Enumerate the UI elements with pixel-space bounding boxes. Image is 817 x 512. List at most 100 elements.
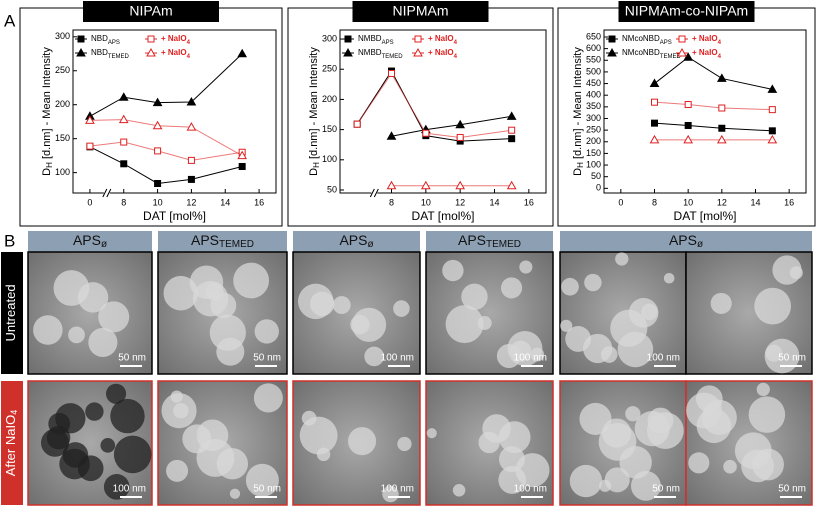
particle [196, 419, 229, 452]
particle [442, 259, 464, 282]
plot-area [339, 29, 547, 194]
data-point [718, 104, 726, 112]
subscript: H [312, 162, 321, 168]
scale-bar [521, 496, 543, 498]
y-tick-label: 200 [322, 94, 337, 104]
legend-name: NBD [91, 34, 108, 43]
series-line [654, 122, 773, 132]
y-tick-label: 100 [322, 154, 337, 164]
particle [569, 464, 603, 498]
subscript: 4 [187, 54, 191, 60]
y-axis-label-main: D [572, 168, 584, 176]
scale-label: 100 nm [514, 353, 547, 364]
legend-name: + NaIO [161, 48, 187, 57]
y-tick-label: 150 [55, 133, 70, 143]
scale-label: 50 nm [253, 484, 281, 495]
particle [619, 446, 652, 479]
particle [229, 488, 241, 499]
row-label-text: After NaIO [3, 415, 18, 476]
particle [55, 403, 86, 434]
x-tick-label: 10 [153, 197, 163, 207]
scale-bar [654, 365, 676, 367]
data-point [768, 106, 776, 114]
y-tick-label: 600 [586, 43, 601, 53]
particle [625, 406, 641, 422]
legend-marker [344, 35, 352, 43]
legend-marker [77, 35, 85, 43]
particle [105, 383, 127, 404]
particle [393, 300, 410, 317]
particle [426, 428, 437, 439]
x-tick-label: 12 [455, 197, 465, 207]
data-point [506, 180, 517, 190]
axis-break [373, 188, 379, 198]
legend-name: NMcoNBD [622, 48, 660, 57]
particle [113, 435, 152, 474]
legend-name: + NaIO [428, 48, 454, 57]
particle [600, 346, 618, 363]
x-tick-label: 0 [618, 197, 623, 207]
data-point [455, 119, 466, 129]
particle [628, 298, 659, 328]
series-line [654, 101, 773, 111]
particle [166, 459, 189, 482]
y-tick-label: 300 [55, 31, 70, 41]
legend-label: + NaIO4 [692, 48, 722, 59]
particle [500, 277, 523, 299]
data-point [237, 48, 248, 58]
scale-label: 50 nm [778, 484, 806, 495]
particle [163, 275, 199, 311]
y-tick-label: 250 [322, 64, 337, 74]
scale-label: 100 nm [113, 484, 146, 495]
data-point [118, 92, 129, 101]
x-tick-label: 8 [389, 197, 394, 207]
scale-label: 100 nm [381, 353, 414, 364]
data-point [152, 120, 163, 130]
y-axis-label: DH [d.nm] - Mean Intensity [572, 47, 585, 176]
particle [209, 314, 246, 351]
column-header-label: APSø [73, 232, 107, 250]
subscript: 4 [9, 410, 19, 415]
particle [98, 301, 130, 333]
legend-name: + NaIO [692, 34, 718, 43]
row-label-box [1, 252, 23, 374]
row-label-box [1, 381, 23, 505]
legend-name: NMBD [358, 48, 382, 57]
scale-bar [521, 365, 543, 367]
subscript: 4 [187, 40, 191, 46]
legend-marker [678, 35, 686, 43]
particle [364, 346, 384, 367]
y-tick-label: 100 [55, 167, 70, 177]
legend-label: NMBDTEMED [358, 48, 403, 59]
particle [173, 402, 189, 419]
data-point [422, 129, 430, 137]
particle [347, 427, 377, 456]
y-axis-label-rest: [d.nm] - Mean Intensity [308, 47, 320, 162]
subscript: ø [101, 239, 107, 250]
legend-label: + NaIO4 [428, 48, 458, 59]
subscript: TEMED [486, 239, 521, 250]
series-line [654, 56, 773, 90]
data-point [187, 156, 195, 164]
subscript: TEMED [108, 54, 130, 60]
x-tick-label: 10 [421, 197, 431, 207]
scale-bar [255, 496, 277, 498]
subscript: TEMED [382, 54, 404, 60]
scale-bar [654, 496, 676, 498]
legend-marker [608, 35, 616, 43]
series-line [391, 115, 512, 137]
subscript: TEMED [219, 239, 254, 250]
legend-name: + NaIO [692, 48, 718, 57]
y-axis-label: DH [d.nm] - Mean Intensity [308, 47, 321, 176]
y-tick-label: 50 [327, 184, 337, 194]
x-tick-label: 10 [683, 197, 693, 207]
subscript: 4 [454, 54, 458, 60]
particle [630, 470, 661, 501]
data-point [651, 119, 658, 127]
data-point [684, 101, 692, 109]
x-tick-label: 14 [750, 197, 760, 207]
legend-label: NMBDAPS [358, 34, 394, 45]
particle [309, 291, 335, 316]
x-tick-label: 14 [489, 197, 499, 207]
subscript: ø [367, 239, 373, 250]
